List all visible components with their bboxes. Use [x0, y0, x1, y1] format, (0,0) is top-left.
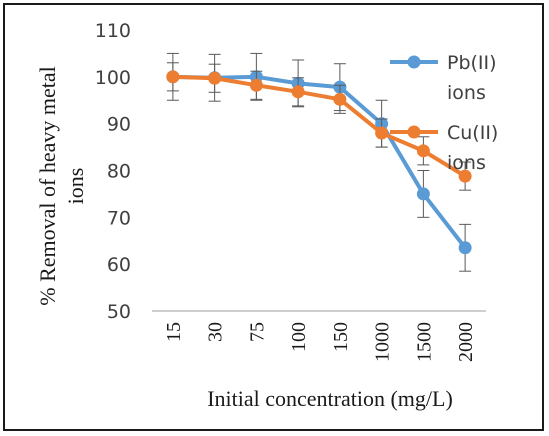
chart-frame [3, 3, 544, 431]
x-tick-label: 100 [288, 322, 310, 352]
series-1 [166, 52, 472, 272]
legend: Pb(II) ions Cu(II) ions [390, 52, 498, 174]
y-tick-labels: 50 60 70 80 90 100 110 [95, 20, 131, 323]
x-tick-label: 1500 [413, 322, 435, 362]
y-tick-label: 90 [107, 114, 131, 136]
y-axis-title-line: ions [63, 168, 88, 205]
y-tick-label: 70 [107, 207, 131, 229]
data-point [208, 71, 222, 85]
data-point [375, 126, 389, 140]
legend-marker [407, 55, 421, 69]
y-tick-label: 80 [107, 161, 131, 183]
legend-label: Pb(II) [447, 52, 497, 74]
y-tick-label: 60 [107, 254, 131, 276]
y-axis-title: % Removal of heavy metal ions [35, 66, 88, 305]
legend-label: ions [447, 82, 486, 104]
data-point [333, 92, 347, 106]
y-axis-title-line: % Removal of heavy metal [35, 66, 60, 305]
data-point [416, 144, 430, 158]
x-tick-label: 15 [163, 322, 185, 342]
x-tick-label: 1000 [372, 322, 394, 362]
x-tick-labels: 15 30 75 100 150 1000 1500 2000 [163, 322, 477, 362]
legend-label: Cu(II) [447, 122, 498, 144]
data-point [166, 70, 180, 84]
y-tick-label: 50 [107, 301, 131, 323]
series-2 [166, 62, 472, 191]
data-point [458, 169, 472, 183]
x-tick-label: 75 [246, 322, 268, 342]
legend-label: ions [447, 152, 486, 174]
series-line [170, 74, 468, 250]
series-line [170, 74, 468, 179]
x-tick-label: 150 [330, 322, 352, 352]
data-point [291, 85, 305, 99]
data-point [458, 241, 472, 255]
series-layer [166, 52, 472, 272]
x-tick-label: 2000 [455, 322, 477, 362]
data-point [416, 187, 430, 201]
x-axis-title: Initial concentration (mg/L) [207, 386, 453, 411]
legend-item: Cu(II) ions [390, 122, 498, 174]
legend-marker [407, 125, 421, 139]
legend-item: Pb(II) ions [390, 52, 497, 104]
y-tick-label: 110 [95, 20, 131, 42]
x-tick-label: 30 [205, 322, 227, 342]
data-point [249, 78, 263, 92]
y-tick-label: 100 [95, 67, 131, 89]
